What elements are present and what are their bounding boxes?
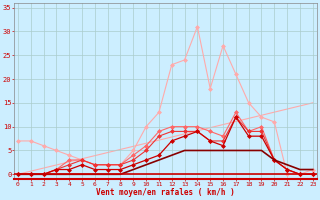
X-axis label: Vent moyen/en rafales ( km/h ): Vent moyen/en rafales ( km/h ) bbox=[96, 188, 235, 197]
